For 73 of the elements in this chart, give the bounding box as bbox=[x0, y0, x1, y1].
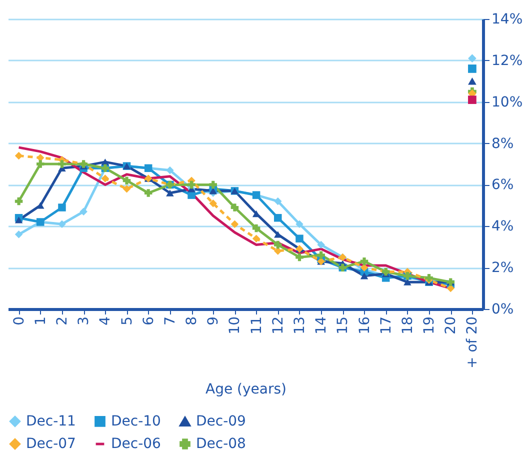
x-tick-label: 1 bbox=[32, 316, 49, 326]
point bbox=[58, 220, 66, 228]
point bbox=[166, 190, 174, 196]
point bbox=[144, 189, 152, 197]
y-tick-label: 6% bbox=[492, 177, 514, 194]
point bbox=[122, 184, 131, 193]
point bbox=[404, 278, 412, 286]
point bbox=[36, 202, 44, 209]
x-tick-label: 8 bbox=[184, 316, 200, 326]
y-tick-label: 4% bbox=[492, 218, 514, 235]
x-tick-label: 10 bbox=[227, 316, 244, 334]
point bbox=[36, 160, 44, 168]
point bbox=[317, 251, 325, 260]
x-tick-label: 17 bbox=[378, 316, 394, 334]
legend-label: Dec-09 bbox=[196, 414, 246, 430]
point bbox=[296, 220, 304, 228]
x-tick-label: 4 bbox=[98, 316, 114, 326]
y-tick-label: 10% bbox=[492, 94, 523, 110]
legend-label: Dec-07 bbox=[26, 436, 76, 452]
point bbox=[274, 214, 282, 222]
point bbox=[209, 180, 217, 189]
point bbox=[209, 199, 217, 208]
point bbox=[14, 216, 23, 224]
y-tick-label: 2% bbox=[492, 260, 514, 276]
x-tick-label: + of 20 bbox=[464, 316, 481, 368]
point bbox=[317, 240, 325, 249]
x-tick-label: 9 bbox=[206, 316, 222, 326]
x-tick-label: 2 bbox=[54, 316, 70, 326]
point bbox=[230, 204, 239, 212]
point bbox=[274, 197, 282, 206]
legend-label: Dec-08 bbox=[196, 436, 246, 452]
x-tick-label: 20 bbox=[443, 316, 460, 334]
x-tick-label: 12 bbox=[270, 316, 286, 334]
x-tick-label: 13 bbox=[292, 316, 308, 334]
point bbox=[209, 188, 217, 194]
y-tick-label: 14% bbox=[492, 12, 523, 28]
y-tick-label: 8% bbox=[492, 136, 514, 152]
point bbox=[166, 166, 174, 174]
y-tick-label: 12% bbox=[492, 52, 523, 69]
point bbox=[274, 231, 282, 238]
point bbox=[122, 176, 131, 184]
x-tick-label: 11 bbox=[248, 316, 265, 334]
x-tick-label: 14 bbox=[314, 316, 330, 334]
point bbox=[252, 224, 260, 232]
x-tick-label: 6 bbox=[140, 316, 157, 326]
point bbox=[14, 152, 23, 160]
point bbox=[58, 204, 66, 212]
x-tick-label: 5 bbox=[119, 316, 136, 326]
point bbox=[58, 160, 66, 168]
point bbox=[230, 220, 239, 228]
legend-label: Dec-11 bbox=[26, 413, 76, 430]
x-tick-label: 15 bbox=[335, 316, 352, 334]
legend-label: Dec-10 bbox=[111, 413, 161, 430]
point bbox=[188, 180, 196, 189]
point bbox=[80, 208, 88, 216]
y-tick-label: 0% bbox=[492, 302, 514, 318]
legend-label: Dec-06 bbox=[111, 436, 162, 452]
point bbox=[252, 234, 260, 242]
point bbox=[14, 230, 23, 238]
x-tick-label: 3 bbox=[76, 316, 92, 326]
point bbox=[274, 240, 282, 249]
point bbox=[360, 272, 368, 280]
point bbox=[360, 257, 368, 266]
x-tick-label: 16 bbox=[356, 316, 373, 334]
point bbox=[296, 253, 304, 262]
x-tick-label: 19 bbox=[422, 316, 438, 334]
x-tick-label: 7 bbox=[162, 316, 178, 326]
x-tick-label: 18 bbox=[400, 316, 416, 334]
point bbox=[14, 197, 23, 206]
point bbox=[101, 174, 110, 182]
point bbox=[296, 234, 304, 242]
x-tick-label: 0 bbox=[11, 316, 28, 326]
x-axis-title: Age (years) bbox=[206, 381, 286, 398]
